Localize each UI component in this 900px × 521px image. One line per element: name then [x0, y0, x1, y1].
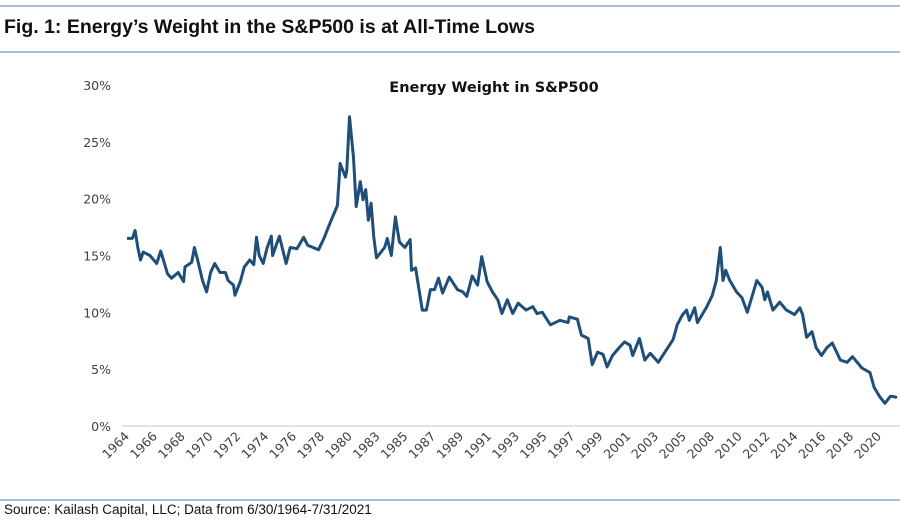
x-tick-label: 2008: [684, 428, 717, 461]
x-tick-label: 2003: [628, 429, 661, 462]
x-tick-label: 1985: [378, 429, 411, 462]
source-note: Source: Kailash Capital, LLC; Data from …: [4, 502, 372, 517]
top-rule: [0, 5, 900, 7]
x-tick-label: 2020: [851, 428, 884, 461]
y-tick-label: 15%: [83, 249, 111, 264]
y-tick-label: 0%: [91, 419, 111, 434]
x-tick-label: 2005: [656, 429, 689, 462]
x-tick-label: 1966: [127, 428, 160, 461]
chart-title: Energy Weight in S&P500: [389, 80, 598, 96]
x-tick-label: 1989: [433, 428, 466, 461]
figure-title: Fig. 1: Energy’s Weight in the S&P500 is…: [4, 16, 535, 38]
x-tick-label: 2001: [600, 429, 633, 462]
y-tick-label: 30%: [83, 78, 111, 93]
x-tick-label: 2010: [712, 428, 745, 461]
x-tick-label: 1999: [573, 428, 606, 461]
x-tick-label: 2012: [740, 429, 773, 462]
series-line-energy-weight: [127, 115, 898, 405]
x-axis: 1964196619681970197219741976197819801983…: [99, 428, 884, 461]
y-tick-label: 10%: [83, 305, 111, 320]
footer-rule: [0, 499, 900, 501]
y-tick-label: 20%: [83, 192, 111, 207]
x-tick-label: 1987: [405, 429, 438, 462]
x-tick-label: 1983: [350, 429, 383, 462]
title-rule: [0, 51, 900, 53]
x-tick-label: 2016: [795, 428, 828, 461]
x-tick-label: 1968: [155, 428, 188, 461]
x-tick-label: 1980: [322, 428, 355, 461]
x-tick-label: 1974: [238, 428, 271, 461]
x-tick-label: 1995: [517, 429, 550, 462]
x-tick-label: 2018: [823, 428, 856, 461]
x-tick-label: 1991: [461, 429, 494, 462]
x-tick-label: 1993: [489, 429, 522, 462]
y-tick-label: 25%: [83, 135, 111, 150]
x-tick-label: 1970: [183, 428, 216, 461]
x-tick-label: 1972: [210, 429, 243, 462]
y-axis: 0% 5% 10% 15% 20% 25% 30%: [83, 78, 111, 434]
x-tick-label: 1976: [266, 428, 299, 461]
x-tick-label: 1997: [545, 429, 578, 462]
x-tick-label: 2014: [767, 428, 800, 461]
x-tick-label: 1978: [294, 428, 327, 461]
y-tick-label: 5%: [91, 362, 111, 377]
